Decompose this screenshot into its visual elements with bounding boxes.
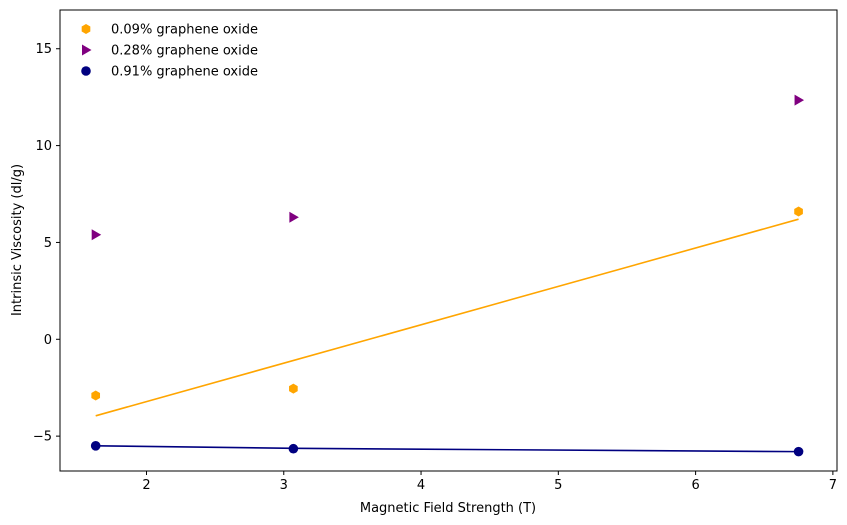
x-tick-label: 3 xyxy=(280,478,288,493)
data-point xyxy=(289,211,299,223)
x-tick-label: 5 xyxy=(554,478,562,493)
y-tick-label: 10 xyxy=(35,139,52,154)
data-point xyxy=(91,229,102,241)
x-tick-label: 7 xyxy=(829,478,837,493)
legend: 0.09% graphene oxide 0.28% graphene oxide… xyxy=(81,23,258,80)
x-tick-label: 2 xyxy=(142,478,150,493)
legend-label: 0.28% graphene oxide xyxy=(111,44,258,59)
y-tick-label: −5 xyxy=(33,430,52,445)
y-tick-label: 5 xyxy=(44,236,52,251)
axes: 2 3 4 5 6 7 −5 0 5 10 15 xyxy=(33,42,837,493)
legend-marker xyxy=(82,44,92,56)
y-tick-label: 15 xyxy=(35,42,52,57)
data-point xyxy=(90,441,101,451)
plot-area xyxy=(90,94,805,457)
x-tick-label: 4 xyxy=(417,478,425,493)
y-axis-label: Intrinsic Viscosity (dl/g) xyxy=(10,164,25,316)
plot-frame xyxy=(59,9,838,472)
legend-marker xyxy=(81,66,91,76)
legend-marker xyxy=(81,24,91,34)
legend-label: 0.91% graphene oxide xyxy=(111,65,258,80)
y-tick-label: 0 xyxy=(44,333,52,348)
data-point xyxy=(793,446,804,457)
data-point xyxy=(794,94,805,106)
data-point xyxy=(91,390,101,401)
data-point xyxy=(288,443,299,454)
data-point xyxy=(794,206,803,217)
trend-line xyxy=(95,218,799,417)
x-tick-label: 6 xyxy=(691,478,699,493)
data-point xyxy=(289,383,298,394)
legend-label: 0.09% graphene oxide xyxy=(111,23,258,38)
x-axis-label: Magnetic Field Strength (T) xyxy=(360,501,536,516)
